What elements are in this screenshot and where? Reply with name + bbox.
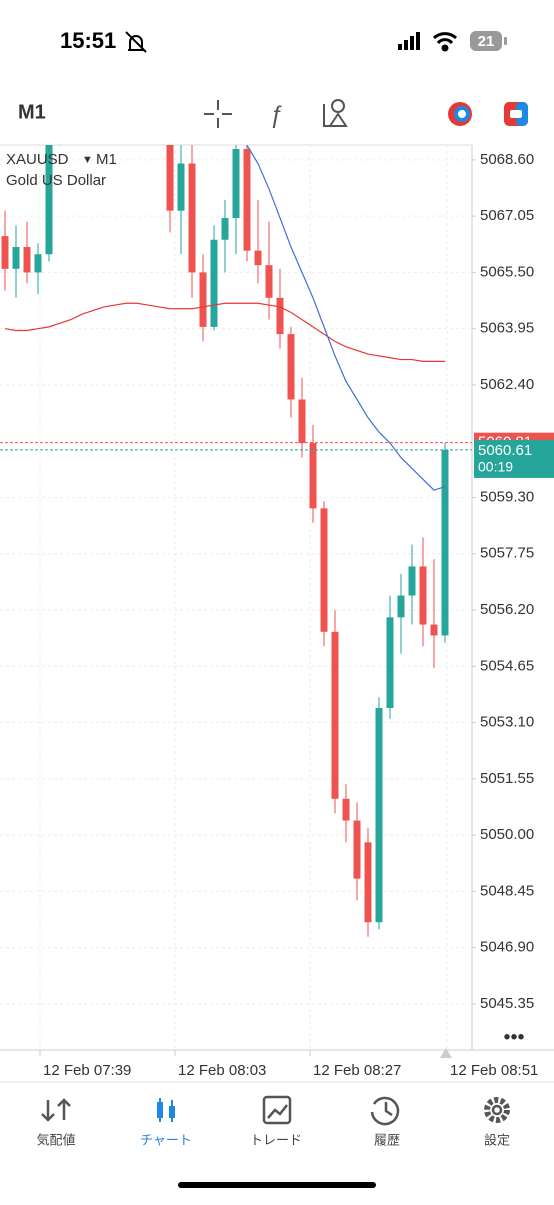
y-tick-label: 5057.75 xyxy=(480,545,534,562)
signal-icon xyxy=(398,32,420,50)
trade-icon[interactable] xyxy=(262,1095,292,1125)
y-tick-label: 5059.30 xyxy=(480,488,534,505)
candle-body xyxy=(386,617,394,709)
candle-body xyxy=(408,566,416,596)
crosshair-button[interactable] xyxy=(204,100,232,128)
y-tick-label: 5048.45 xyxy=(480,882,534,899)
battery xyxy=(470,31,502,51)
candle-body xyxy=(254,250,262,266)
y-tick-label: 5065.50 xyxy=(480,263,534,280)
moving-average xyxy=(4,302,445,362)
y-tick-label: 5046.90 xyxy=(480,939,534,956)
quotes-icon[interactable] xyxy=(41,1098,71,1122)
history-icon[interactable] xyxy=(370,1096,400,1126)
x-tick-label: 12 Feb 08:51 xyxy=(450,1062,538,1079)
bid-label-bg xyxy=(474,439,554,478)
y-tick-label: 5045.35 xyxy=(480,995,534,1012)
mute-icon xyxy=(125,31,147,53)
candle-body xyxy=(430,624,438,636)
candle-body xyxy=(309,443,317,509)
candle-body xyxy=(342,798,350,821)
candle-body xyxy=(276,297,284,335)
candle-body xyxy=(166,145,174,211)
tab-label[interactable]: 設定 xyxy=(484,1132,510,1147)
candle-body xyxy=(397,595,405,618)
home-indicator xyxy=(178,1182,376,1188)
y-tick-label: 5053.10 xyxy=(480,714,534,731)
candle-body xyxy=(210,239,218,327)
tab-label[interactable]: 履歴 xyxy=(374,1132,400,1147)
symbol-dropdown[interactable]: ▼ xyxy=(82,154,93,166)
battery-level: 21 xyxy=(478,33,495,50)
chart-icon[interactable] xyxy=(157,1098,175,1122)
candle-body xyxy=(199,272,207,327)
candle-body xyxy=(101,73,108,88)
battery-tip xyxy=(504,37,507,45)
timeframe-button[interactable]: M1 xyxy=(18,101,46,123)
candle-body xyxy=(112,55,119,73)
y-tick-label: 5050.00 xyxy=(480,826,534,843)
objects-button[interactable] xyxy=(323,99,348,127)
trade-button[interactable] xyxy=(448,102,472,126)
x-tick-label: 12 Feb 08:03 xyxy=(178,1062,266,1079)
candle-body xyxy=(441,449,449,636)
candle-body xyxy=(331,631,339,799)
candle-body xyxy=(353,820,361,879)
y-tick-label: 5067.05 xyxy=(480,207,534,224)
candle-body xyxy=(134,76,141,94)
settings-icon[interactable] xyxy=(484,1097,510,1123)
order-button[interactable] xyxy=(504,102,528,126)
symbol-timeframe: M1 xyxy=(96,151,117,168)
candle-body xyxy=(298,399,306,444)
candle-body xyxy=(1,236,9,269)
candle-body xyxy=(145,95,152,110)
x-tick-label: 12 Feb 08:27 xyxy=(313,1062,401,1079)
y-tick-label: 5063.95 xyxy=(480,320,534,337)
clock: 15:51 xyxy=(60,28,116,53)
candle-body xyxy=(23,247,31,273)
indicators-button[interactable]: ƒ xyxy=(269,101,282,128)
candle-body xyxy=(375,708,383,923)
scroll-marker xyxy=(440,1048,452,1058)
tab-label[interactable]: 気配値 xyxy=(36,1132,75,1147)
symbol-description: Gold US Dollar xyxy=(6,172,106,189)
y-tick-label: 5062.40 xyxy=(480,376,534,393)
candle-body xyxy=(243,148,251,251)
candle-body xyxy=(320,508,328,632)
tab-label[interactable]: トレード xyxy=(250,1132,302,1147)
candle-body xyxy=(177,163,185,211)
candle-body xyxy=(34,254,42,273)
candle-body xyxy=(156,109,163,127)
plot-area xyxy=(0,55,470,1050)
candle-body xyxy=(79,65,86,80)
candle-body xyxy=(232,148,240,218)
y-tick-label: 5056.20 xyxy=(480,601,534,618)
wifi-icon xyxy=(432,32,458,52)
candle-body xyxy=(364,842,372,923)
symbol: XAUUSD xyxy=(6,151,69,168)
bid-label: 5060.61 xyxy=(478,442,532,459)
candle-body xyxy=(123,55,130,77)
x-tick-label: 12 Feb 07:39 xyxy=(43,1062,131,1079)
candle-body xyxy=(188,163,196,273)
candle-body xyxy=(419,566,427,625)
bar-countdown: 00:19 xyxy=(478,459,513,475)
candle-body xyxy=(90,65,97,87)
candle-body xyxy=(221,217,229,240)
y-tick-label: 5054.65 xyxy=(480,657,534,674)
y-tick-label: 5068.60 xyxy=(480,151,534,168)
candle-body xyxy=(57,105,64,138)
tab-label[interactable]: チャート xyxy=(140,1132,192,1147)
y-tick-label: 5051.55 xyxy=(480,770,534,787)
more-button[interactable]: ••• xyxy=(503,1026,524,1048)
candle-body xyxy=(68,80,75,105)
candle-body xyxy=(12,247,20,269)
candle-body xyxy=(287,334,295,400)
candle-body xyxy=(265,265,273,298)
candle-body xyxy=(45,145,53,255)
moving-average xyxy=(246,145,446,491)
